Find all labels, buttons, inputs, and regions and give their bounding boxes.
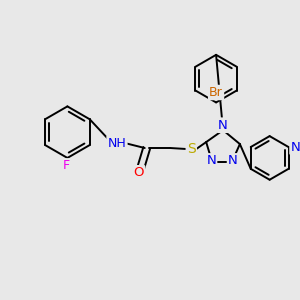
- Text: N: N: [218, 119, 228, 132]
- Text: S: S: [187, 142, 196, 156]
- Text: O: O: [134, 166, 144, 179]
- Text: Br: Br: [209, 86, 223, 99]
- Text: N: N: [228, 154, 238, 167]
- Text: N: N: [206, 154, 216, 167]
- Text: NH: NH: [108, 136, 126, 150]
- Text: F: F: [63, 159, 70, 172]
- Text: N: N: [291, 140, 300, 154]
